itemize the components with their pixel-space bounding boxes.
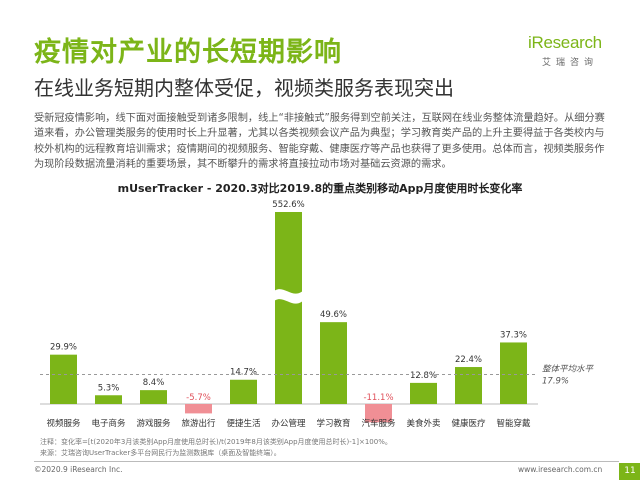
category-label-9: 健康医疗 [451, 418, 486, 429]
axis-break-mark [272, 288, 305, 304]
data-label-9: 22.4% [455, 355, 482, 365]
footer-rule [34, 461, 619, 462]
brand-logo: iResearch 艾瑞咨询 [528, 33, 614, 73]
chart-title: mUserTracker - 2020.3对比2019.8的重点类别移动App月… [117, 182, 523, 195]
category-label-6: 学习教育 [316, 418, 350, 429]
bar-0 [50, 354, 77, 404]
average-line-label: 整体平均水平 [542, 363, 595, 374]
bar-5 [275, 212, 302, 404]
category-label-2: 游戏服务 [136, 418, 171, 429]
bar-9 [455, 367, 482, 404]
bar-7 [365, 404, 392, 423]
bar-3 [185, 404, 212, 414]
page-subtitle: 在线业务短期内整体受促，视频类服务表现突出 [34, 76, 454, 100]
data-label-5: 552.6% [272, 200, 304, 210]
data-label-3: -5.7% [186, 393, 211, 403]
bar-10 [500, 342, 527, 404]
bar-1 [95, 395, 122, 404]
category-label-0: 视频服务 [46, 418, 81, 429]
category-label-10: 智能穿戴 [496, 418, 531, 429]
data-label-7: -11.1% [363, 393, 393, 403]
page-title: 疫情对产业的长短期影响 [34, 37, 342, 68]
data-label-10: 37.3% [500, 330, 527, 340]
data-label-1: 5.3% [98, 383, 120, 393]
chart-note: 注释：变化率=[t(2020年3月该类别App月度使用总时长)/t(2019年8… [40, 438, 392, 446]
chart-source: 来源：艾瑞咨询UserTracker多平台网民行为监测数据库（桌面及智能终端）。 [40, 449, 281, 457]
logo-wordmark: iResearch [528, 33, 602, 52]
data-label-8: 12.8% [410, 371, 437, 381]
footer-copyright: ©2020.9 iResearch Inc. [34, 465, 123, 474]
footer-url: www.iresearch.com.cn [518, 465, 603, 474]
category-label-1: 电子商务 [91, 418, 126, 429]
data-label-6: 49.6% [320, 310, 347, 320]
data-label-2: 8.4% [143, 378, 165, 388]
bar-6 [320, 322, 347, 404]
bar-8 [410, 382, 437, 404]
page-number: 11 [619, 463, 640, 480]
summary-paragraph: 受新冠疫情影响，线下面对面接触受到诸多限制，线上“非接触式”服务得到空前关注，互… [34, 113, 605, 170]
average-line-value: 17.9% [542, 376, 569, 386]
bar-2 [140, 390, 167, 404]
category-label-5: 办公管理 [271, 418, 306, 429]
logo-subtitle: 艾瑞咨询 [542, 58, 599, 68]
category-label-7: 汽车服务 [361, 418, 396, 429]
category-label-8: 美食外卖 [406, 418, 441, 429]
data-label-4: 14.7% [230, 368, 257, 378]
data-label-0: 29.9% [50, 343, 77, 353]
bar-4 [230, 379, 257, 404]
category-label-3: 旅游出行 [181, 418, 216, 429]
category-label-4: 便捷生活 [226, 418, 261, 429]
